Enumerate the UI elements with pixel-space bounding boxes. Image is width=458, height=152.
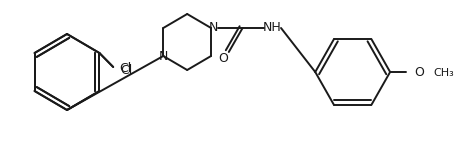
Text: N: N xyxy=(158,50,168,62)
Text: NH: NH xyxy=(263,21,282,35)
Text: Cl: Cl xyxy=(119,62,131,76)
Text: O: O xyxy=(218,52,228,66)
Text: N: N xyxy=(208,21,218,35)
Text: CH₃: CH₃ xyxy=(433,68,454,78)
Text: Cl: Cl xyxy=(120,64,132,78)
Text: O: O xyxy=(415,66,425,78)
